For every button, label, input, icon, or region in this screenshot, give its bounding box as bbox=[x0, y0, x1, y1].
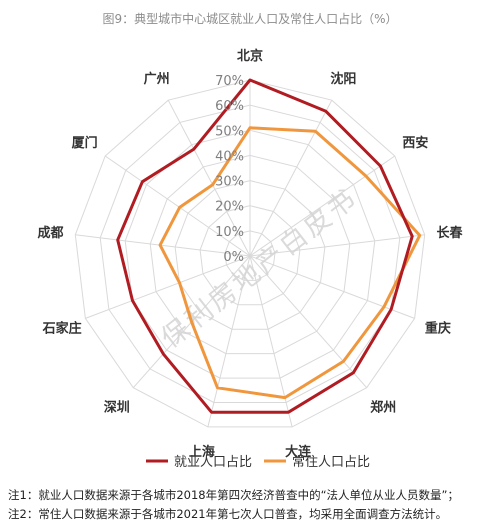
footnote-2: 注2：常住人口数据来源于各城市2021年第七次人口普查，均采用全面调查方法统计。 bbox=[8, 507, 448, 521]
grid-ring bbox=[149, 154, 351, 355]
category-label: 郑州 bbox=[370, 400, 396, 416]
tick-label: 30% bbox=[215, 175, 244, 190]
legend-label: 就业人口占比 bbox=[174, 455, 252, 470]
tick-label: 50% bbox=[215, 124, 244, 139]
grid-spoke bbox=[75, 234, 251, 257]
category-label: 北京 bbox=[237, 48, 263, 64]
category-label: 重庆 bbox=[425, 320, 451, 336]
tick-label: 0% bbox=[223, 250, 244, 265]
grid-spoke bbox=[249, 255, 368, 389]
grid-spoke bbox=[249, 99, 333, 257]
grid-spoke bbox=[207, 255, 251, 428]
legend: 就业人口占比 常住人口占比 bbox=[146, 455, 370, 470]
legend-label: 常住人口占比 bbox=[292, 455, 370, 470]
series-line-0 bbox=[116, 78, 414, 414]
grid-spoke bbox=[249, 255, 415, 319]
category-label: 深圳 bbox=[104, 400, 130, 416]
grid-spoke bbox=[249, 155, 396, 257]
grid-ring bbox=[99, 104, 401, 403]
category-label: 大连 bbox=[285, 444, 312, 460]
grid-ring bbox=[199, 205, 301, 306]
grid-ring bbox=[174, 180, 326, 330]
tick-label: 70% bbox=[215, 74, 244, 89]
category-label: 沈阳 bbox=[330, 71, 356, 87]
category-label: 成都 bbox=[37, 225, 63, 241]
grid-spoke bbox=[104, 155, 251, 257]
category-label: 厦门 bbox=[72, 135, 98, 151]
grid-spoke bbox=[249, 234, 425, 257]
category-label: 石家庄 bbox=[42, 320, 82, 336]
radial-tick-labels: 0% 10% 20% 30% 40% 50% 60% 70% bbox=[215, 74, 244, 265]
grid-spoke bbox=[167, 99, 251, 257]
tick-label: 60% bbox=[215, 99, 244, 114]
chart-title: 图9：典型城市中心城区就业人口及常住人口占比（%） bbox=[102, 12, 398, 26]
grid-ring bbox=[224, 230, 276, 281]
radar-grid bbox=[74, 79, 426, 428]
category-label: 长春 bbox=[436, 225, 463, 241]
category-label: 上海 bbox=[189, 444, 215, 460]
category-label: 广州 bbox=[144, 71, 170, 87]
grid-ring bbox=[74, 79, 426, 428]
radar-chart: 保利房地产白皮书 0%10%20%30%40%50%60%70% 北京沈阳西安长… bbox=[37, 48, 463, 470]
category-label: 西安 bbox=[402, 135, 428, 151]
tick-label: 10% bbox=[215, 225, 244, 240]
tick-label: 20% bbox=[215, 200, 244, 215]
tick-label: 40% bbox=[215, 149, 244, 164]
series-layer bbox=[116, 78, 422, 414]
footnote-1: 注1：就业人口数据来源于各城市2018年第四次经济普查中的“法人单位从业人员数量… bbox=[8, 488, 459, 502]
grid-ring bbox=[124, 129, 376, 379]
series-line-1 bbox=[158, 126, 422, 400]
grid-spoke bbox=[85, 255, 251, 319]
